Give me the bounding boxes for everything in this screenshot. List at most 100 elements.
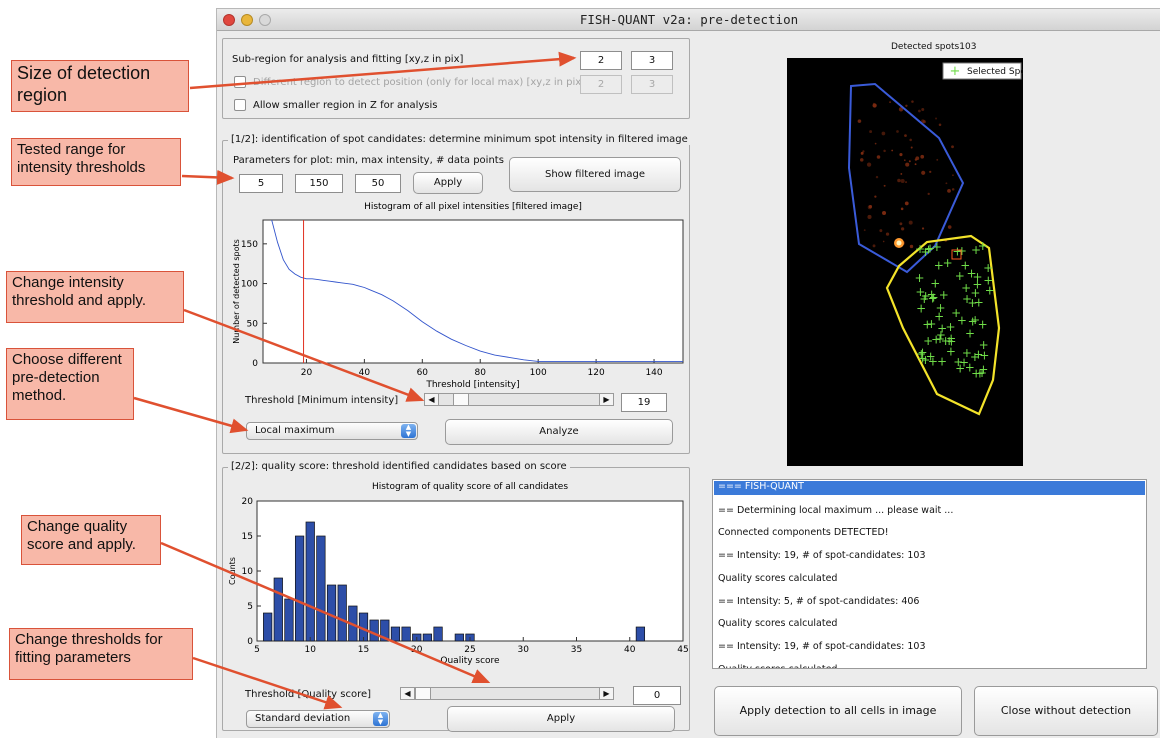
slider-left-arrow-icon[interactable]: ◀ [425,394,439,405]
log-line[interactable]: == Intensity: 5, # of spot-candidates: 4… [718,595,920,607]
chart2-bar [369,619,379,642]
slider-right-arrow-icon[interactable]: ▶ [599,688,613,699]
log-line[interactable]: Connected components DETECTED! [718,527,889,539]
detect-region-z-field: 3 [631,75,673,94]
intensity-threshold-field[interactable]: 19 [621,393,667,412]
detected-spot-marker: + [918,352,928,366]
zoom-window-button[interactable] [259,14,271,26]
log-line[interactable]: == Determining local maximum ... please … [718,504,954,516]
dim-spot [881,131,886,136]
cell-outline-blue [847,82,965,274]
log-line[interactable]: Quality scores calculated [718,572,838,584]
dim-spot [908,160,911,163]
max-intensity-field[interactable]: 150 [295,174,343,193]
cell-image: ++++++++++++++++++++++++++++++++++++++++… [787,58,1023,466]
dim-spot [918,109,921,113]
detected-spot-marker: + [962,346,972,360]
slider-thumb[interactable] [415,688,431,699]
detected-spot-marker: + [965,361,975,375]
detected-spot-marker: + [922,317,932,331]
chart1-y-label: Number of detected spots [232,239,241,344]
dim-spot [927,192,930,196]
apply-all-cells-button[interactable]: Apply detection to all cells in image [714,686,962,736]
detected-spot-marker: + [919,292,929,306]
apply-range-button[interactable]: Apply [413,172,483,194]
fitting-parameter-select[interactable]: Standard deviation ▲ ▼ [246,710,390,728]
analyze-button[interactable]: Analyze [445,419,673,445]
dim-spot [882,210,887,215]
detected-spot-marker: + [961,281,971,295]
subregion-z-field[interactable]: 3 [631,51,673,70]
dim-spot [862,150,865,153]
slider-right-arrow-icon[interactable]: ▶ [599,394,613,405]
step2-panel: [2/2]: quality score: threshold identifi… [222,461,690,732]
dim-spot [903,159,906,162]
dim-spot [938,123,942,127]
detected-spot-marker: + [939,288,949,302]
dim-spot [915,156,920,161]
dim-spot [876,155,881,159]
smaller-region-checkbox[interactable] [234,99,246,111]
log-line[interactable]: == Intensity: 19, # of spot-candidates: … [718,550,926,562]
chart1-x-tick-label: 60 [417,368,429,378]
chart2-x-tick-label: 40 [624,645,636,655]
detection-method-select[interactable]: Local maximum ▲ ▼ [246,422,418,440]
chart2-bar [326,584,337,642]
minimize-window-button[interactable] [241,14,253,26]
close-without-detection-button[interactable]: Close without detection [974,686,1158,736]
apply-quality-button[interactable]: Apply [447,706,675,732]
detected-spot-marker: + [937,354,947,368]
log-line[interactable]: Quality scores calculated [718,664,837,668]
chart1-plot-area [262,219,684,364]
log-listbox[interactable]: === FISH-QUANT == Determining local maxim… [712,479,1147,669]
detected-spot-marker: + [977,366,987,380]
chart2-y-tick-label: 10 [242,567,254,577]
detected-spot-marker: + [918,345,928,359]
chart2-x-tick-label: 10 [305,645,317,655]
slider-thumb[interactable] [453,394,470,405]
quality-threshold-field[interactable]: 0 [633,686,681,705]
detected-spot-marker: + [946,334,956,348]
log-line[interactable]: Quality scores calculated [718,618,838,630]
subregion-xy-field[interactable]: 2 [580,51,622,70]
quality-threshold-slider[interactable]: ◀ ▶ [400,687,614,700]
chart1-x-tick-label: 140 [645,368,662,378]
log-line[interactable]: == Intensity: 19, # of spot-candidates: … [718,640,926,652]
dim-spot [872,102,875,105]
detected-spot-marker: + [944,334,954,348]
chart1-x-tick-label: 120 [588,368,605,378]
detected-spot-marker: + [983,261,993,275]
dim-spot [896,130,899,133]
chart1-x-tick-label: 40 [359,368,371,378]
dim-spot [914,163,917,166]
detected-spot-marker: + [952,245,962,259]
legend-label: Selected Spots [967,67,1023,77]
image-legend [942,62,1022,80]
detected-spot-marker: + [923,334,933,348]
log-line[interactable]: === FISH-QUANT [714,481,1145,495]
detected-spot-marker: + [935,332,945,346]
intensity-threshold-slider[interactable]: ◀ ▶ [424,393,614,406]
detected-spot-marker: + [962,292,972,306]
different-region-label: Different region to detect position (onl… [253,77,586,88]
data-points-field[interactable]: 50 [355,174,401,193]
slider-left-arrow-icon[interactable]: ◀ [401,688,415,699]
different-region-checkbox[interactable] [234,76,246,88]
subregion-label: Sub-region for analysis and fitting [xy,… [232,54,464,65]
chart2-bar [358,612,369,642]
dim-spot [909,244,914,249]
min-intensity-field[interactable]: 5 [239,174,283,193]
show-filtered-image-button[interactable]: Show filtered image [509,157,681,192]
smaller-region-label: Allow smaller region in Z for analysis [253,100,438,111]
chart2-y-tick-label: 15 [242,532,253,542]
detected-spot-marker: + [932,240,942,254]
detected-spot-marker: + [957,244,967,258]
detected-spot-marker: + [970,350,980,364]
close-window-button[interactable] [223,14,235,26]
dim-spot [898,107,904,112]
selected-spot-box [951,249,962,260]
detected-spot-marker: + [923,242,933,256]
detected-spot-marker: + [971,366,981,380]
chart2-y-tick-label: 20 [242,497,254,507]
annotation-quality-score: Change quality score and apply. [21,515,161,565]
